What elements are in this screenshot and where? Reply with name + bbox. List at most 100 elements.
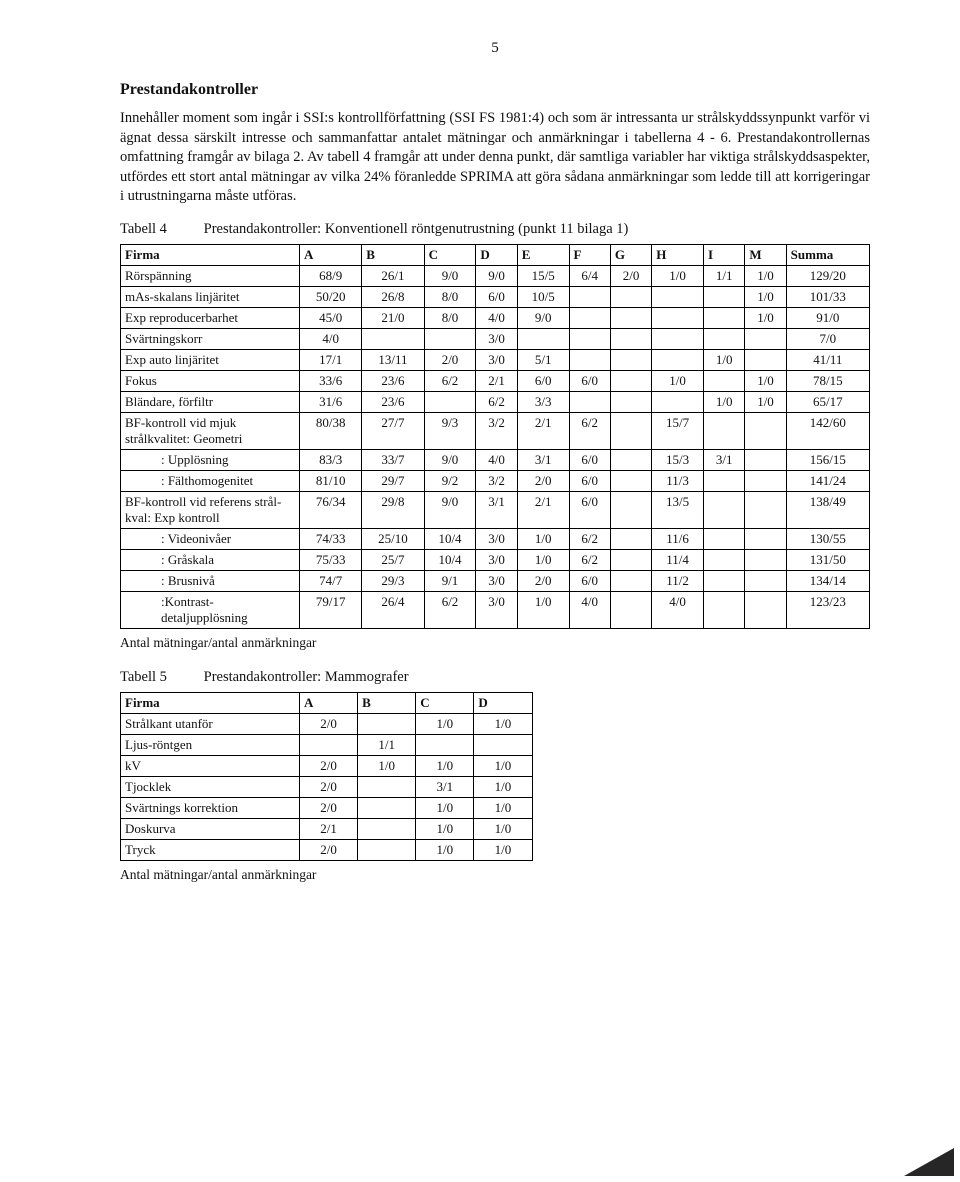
cell (569, 349, 610, 370)
row-label: Strålkant utanför (121, 713, 300, 734)
row-label: Svärtningskorr (121, 328, 300, 349)
cell: 6/2 (569, 412, 610, 449)
table-header: G (610, 244, 651, 265)
row-label: : Gråskala (121, 549, 300, 570)
page-number: 5 (120, 40, 870, 57)
cell (358, 776, 416, 797)
cell: 75/33 (300, 549, 362, 570)
cell (358, 818, 416, 839)
table-row: : Fälthomogenitet81/1029/79/23/22/06/011… (121, 470, 870, 491)
cell (610, 570, 651, 591)
cell: 65/17 (786, 391, 869, 412)
cell: 74/7 (300, 570, 362, 591)
table4: FirmaABCDEFGHIMSummaRörspänning68/926/19… (120, 244, 870, 629)
cell: 1/0 (474, 776, 532, 797)
cell: 33/6 (300, 370, 362, 391)
cell: 1/1 (704, 265, 745, 286)
table-row: Svärtningskorr4/03/07/0 (121, 328, 870, 349)
row-label: : Upplösning (121, 449, 300, 470)
cell: 9/3 (424, 412, 476, 449)
cell: 91/0 (786, 307, 869, 328)
table-row: mAs-skalans linjäritet50/2026/88/06/010/… (121, 286, 870, 307)
cell: 81/10 (300, 470, 362, 491)
table-row: Ljus-röntgen1/1 (121, 734, 533, 755)
row-label: BF-kontroll vid mjuk strålkvalitet: Geom… (121, 412, 300, 449)
cell (610, 449, 651, 470)
cell (745, 328, 786, 349)
cell (569, 307, 610, 328)
cell (704, 528, 745, 549)
table-header: A (300, 692, 358, 713)
cell: 26/4 (362, 591, 424, 628)
table-header: A (300, 244, 362, 265)
section-heading: Prestandakontroller (120, 81, 870, 99)
cell: 156/15 (786, 449, 869, 470)
cell: 9/1 (424, 570, 476, 591)
cell (610, 528, 651, 549)
cell: 4/0 (569, 591, 610, 628)
cell: 131/50 (786, 549, 869, 570)
cell: 11/2 (652, 570, 704, 591)
cell (610, 328, 651, 349)
cell: 25/10 (362, 528, 424, 549)
cell: 80/38 (300, 412, 362, 449)
row-label: Tjocklek (121, 776, 300, 797)
cell (610, 370, 651, 391)
table5: FirmaABCDStrålkant utanför2/01/01/0Ljus-… (120, 692, 533, 861)
table5-label: Tabell 5 (120, 669, 200, 686)
table-row: : Gråskala75/3325/710/43/01/06/211/4131/… (121, 549, 870, 570)
cell (745, 549, 786, 570)
cell (569, 391, 610, 412)
cell: 1/0 (474, 818, 532, 839)
cell (704, 591, 745, 628)
cell: 8/0 (424, 307, 476, 328)
cell (704, 370, 745, 391)
cell (610, 349, 651, 370)
cell: 6/0 (569, 570, 610, 591)
table-header: H (652, 244, 704, 265)
cell: 9/0 (517, 307, 569, 328)
cell: 11/6 (652, 528, 704, 549)
table-row: Exp reproducerbarhet45/021/08/04/09/01/0… (121, 307, 870, 328)
cell: 4/0 (652, 591, 704, 628)
paragraph: Innehåller moment som ingår i SSI:s kont… (120, 109, 870, 207)
cell (610, 286, 651, 307)
cell: 9/2 (424, 470, 476, 491)
cell: 9/0 (476, 265, 517, 286)
cell: 3/2 (476, 412, 517, 449)
cell: 6/0 (517, 370, 569, 391)
table-row: Svärtnings korrektion2/01/01/0 (121, 797, 533, 818)
table4-title: Prestandakontroller: Konventionell röntg… (204, 221, 629, 237)
row-label: : Videonivåer (121, 528, 300, 549)
cell: 6/2 (424, 370, 476, 391)
cell: 13/11 (362, 349, 424, 370)
cell: 41/11 (786, 349, 869, 370)
cell (704, 570, 745, 591)
cell: 1/0 (704, 391, 745, 412)
cell: 6/2 (569, 549, 610, 570)
cell: 2/0 (300, 797, 358, 818)
cell (745, 591, 786, 628)
table-row: Tjocklek2/03/11/0 (121, 776, 533, 797)
table-row: : Videonivåer74/3325/1010/43/01/06/211/6… (121, 528, 870, 549)
cell: 134/14 (786, 570, 869, 591)
cell: 3/0 (476, 328, 517, 349)
cell: 6/2 (569, 528, 610, 549)
row-label: Ljus-röntgen (121, 734, 300, 755)
cell: 23/6 (362, 391, 424, 412)
table5-title: Prestandakontroller: Mammografer (204, 669, 409, 685)
cell (704, 491, 745, 528)
cell: 2/0 (300, 776, 358, 797)
cell (704, 549, 745, 570)
cell: 101/33 (786, 286, 869, 307)
table-row: : Brusnivå74/729/39/13/02/06/011/2134/14 (121, 570, 870, 591)
cell: 3/0 (476, 528, 517, 549)
cell: 4/0 (300, 328, 362, 349)
row-label: : Fälthomogenitet (121, 470, 300, 491)
cell (652, 328, 704, 349)
cell (474, 734, 532, 755)
cell: 33/7 (362, 449, 424, 470)
cell (569, 328, 610, 349)
table-row: Bländare, förfiltr31/623/66/23/31/01/065… (121, 391, 870, 412)
cell (745, 349, 786, 370)
